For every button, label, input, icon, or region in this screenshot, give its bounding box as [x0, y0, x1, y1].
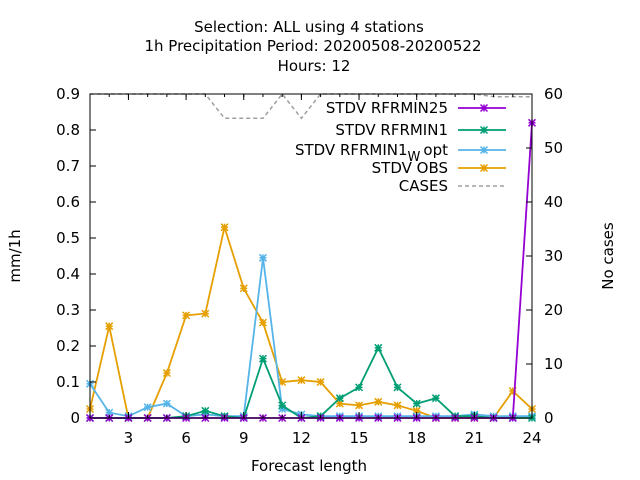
legend-label: STDV RFRMIN1W opt — [295, 141, 448, 165]
y-tick-label: 0.8 — [56, 121, 80, 139]
y2-tick-label: 30 — [544, 247, 563, 265]
data-point — [201, 309, 210, 318]
x-tick-label: 18 — [407, 429, 426, 447]
y-tick-label: 0.1 — [56, 373, 80, 391]
series-cases — [90, 92, 532, 120]
data-point — [278, 401, 287, 410]
x-tick-label: 3 — [124, 429, 134, 447]
legend-marker — [479, 103, 489, 113]
data-point — [412, 399, 421, 408]
y-tick-label: 0.7 — [56, 157, 80, 175]
x-tick-label: 24 — [522, 429, 541, 447]
y-tick-label: 0.6 — [56, 193, 80, 211]
data-point — [335, 394, 344, 403]
y2-tick-label: 0 — [544, 409, 554, 427]
data-point — [258, 318, 267, 327]
legend-label: CASES — [399, 177, 448, 195]
legend-label: STDV RFRMIN25 — [326, 99, 448, 117]
axes-layer: 0 0.1 0.2 0.3 0.4 0.5 0.6 0.7 0.8 0.9 0 10 20 30 40 50 6… — [56, 85, 563, 447]
legend-entry: STDV RFRMIN1 — [335, 121, 506, 139]
y-tick-label: 0.3 — [56, 301, 80, 319]
data-point — [431, 394, 440, 403]
data-point — [355, 401, 364, 410]
y2-tick-label: 50 — [544, 139, 563, 157]
x-tick-label: 15 — [349, 429, 368, 447]
series-line — [89, 223, 533, 419]
y-tick-label: 0.4 — [56, 265, 80, 283]
y2-tick-label: 20 — [544, 301, 563, 319]
data-point — [355, 383, 364, 392]
x-tick-label: 21 — [465, 429, 484, 447]
data-point — [258, 354, 267, 363]
data-point — [162, 368, 171, 378]
data-point — [105, 322, 114, 331]
series-stdv-obs — [85, 223, 537, 423]
legend-marker — [479, 125, 489, 135]
chart-title-line-3: Hours: 12 — [278, 57, 351, 75]
data-point — [201, 406, 210, 415]
series-stdv-rfrmin1w-opt — [85, 253, 537, 421]
series-stdv-rfrmin25 — [85, 118, 537, 423]
y-tick-label: 0.5 — [56, 229, 80, 247]
chart-title: Selection: ALL using 4 stations 1h Preci… — [144, 18, 481, 75]
data-point — [374, 397, 383, 406]
legend-marker — [479, 145, 489, 155]
data-point — [162, 399, 171, 408]
data-point — [258, 253, 267, 262]
y2-axis-label: No cases — [599, 222, 617, 290]
series-line — [89, 257, 532, 418]
data-point — [239, 284, 248, 293]
legend-label: STDV OBS — [372, 159, 448, 177]
series-line — [90, 345, 532, 419]
chart-title-line-1: Selection: ALL using 4 stations — [194, 18, 424, 36]
x-tick-label: 12 — [292, 429, 311, 447]
legend-entry: CASES — [399, 177, 506, 195]
series-stdv-rfrmin1 — [85, 343, 537, 423]
chart-title-line-2: 1h Precipitation Period: 20200508-202005… — [144, 37, 481, 55]
legend: STDV RFRMIN25 STDV RFRMIN1 STDV RFRMIN1W op… — [295, 99, 506, 195]
y-axis-label: mm/1h — [6, 229, 24, 282]
data-point — [393, 383, 402, 392]
x-axis-label: Forecast length — [251, 457, 367, 475]
data-point — [297, 376, 306, 385]
legend-entry: STDV RFRMIN1W opt — [295, 141, 506, 165]
y2-tick-label: 10 — [544, 355, 563, 373]
data-point — [374, 343, 383, 352]
legend-entry: STDV RFRMIN25 — [326, 99, 506, 117]
x-tick-label: 9 — [239, 429, 249, 447]
legend-marker — [479, 163, 489, 173]
legend-label: STDV RFRMIN1 — [335, 121, 448, 139]
data-point — [182, 311, 191, 320]
series-line — [90, 122, 533, 419]
data-point — [316, 377, 325, 387]
legend-entry: STDV OBS — [372, 159, 506, 177]
series-line — [90, 92, 532, 120]
data-point — [143, 403, 152, 412]
y2-tick-label: 40 — [544, 193, 563, 211]
y-tick-label: 0.2 — [56, 337, 80, 355]
y-tick-label: 0 — [70, 409, 80, 427]
data-point — [393, 401, 402, 410]
x-tick-label: 6 — [181, 429, 191, 447]
y2-tick-label: 60 — [544, 85, 563, 103]
y-tick-label: 0.9 — [56, 85, 80, 103]
data-point — [220, 223, 229, 232]
